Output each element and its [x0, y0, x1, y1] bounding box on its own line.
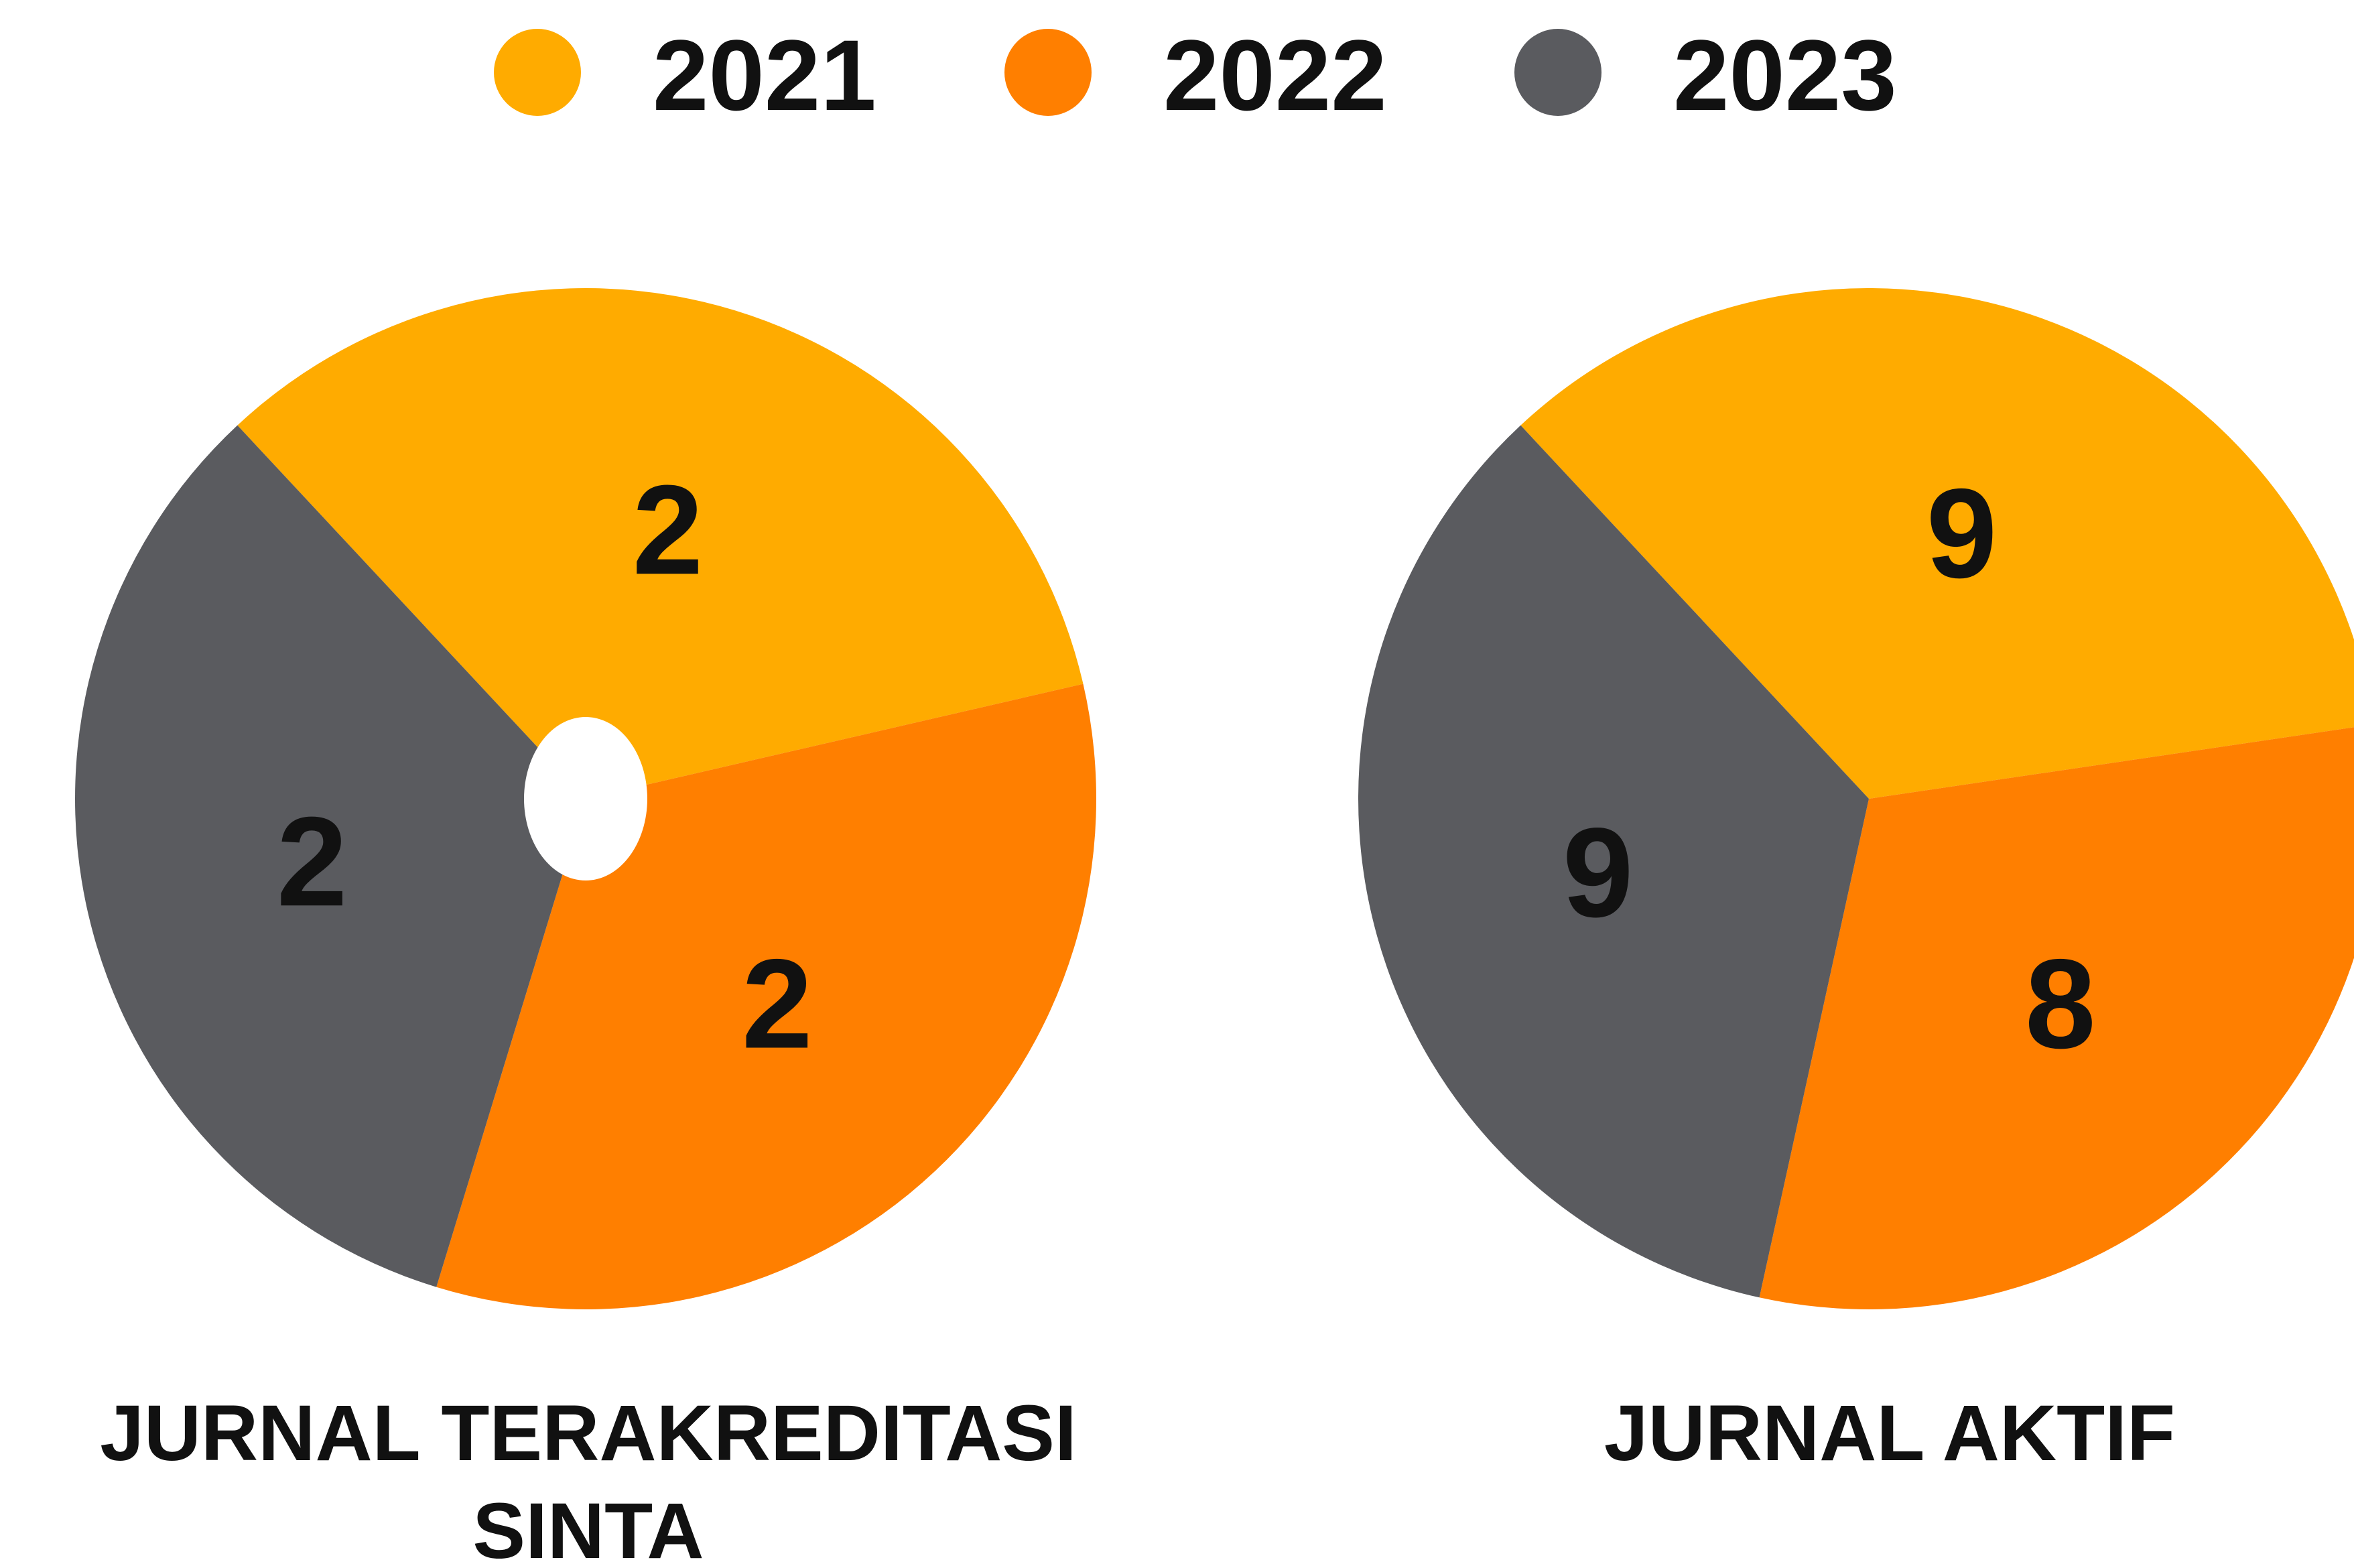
value-label: 2	[277, 791, 348, 933]
value-label: 9	[1926, 462, 1998, 604]
value-label: 2	[633, 459, 704, 601]
legend-swatch	[494, 29, 581, 116]
legend-label: 2023	[1673, 19, 1897, 131]
center-hole	[524, 717, 647, 880]
pie-slice	[1759, 727, 2354, 1309]
chart-title: JURNAL AKTIF	[1604, 1389, 2176, 1478]
legend-label: 2021	[653, 19, 876, 131]
pie-slice	[75, 425, 586, 1287]
value-label: 9	[1563, 802, 1634, 944]
value-label: 2	[742, 933, 813, 1075]
legend-swatch	[1004, 29, 1092, 116]
pie-slice	[1520, 288, 2354, 799]
pie-slice	[1358, 425, 1869, 1298]
value-label: 8	[2025, 933, 2096, 1075]
legend-swatch	[1514, 29, 1601, 116]
legend-label: 2022	[1163, 19, 1387, 131]
chart-title: JURNAL TERAKREDITASI SINTA	[100, 1389, 1077, 1568]
pie-slice	[237, 288, 1084, 799]
